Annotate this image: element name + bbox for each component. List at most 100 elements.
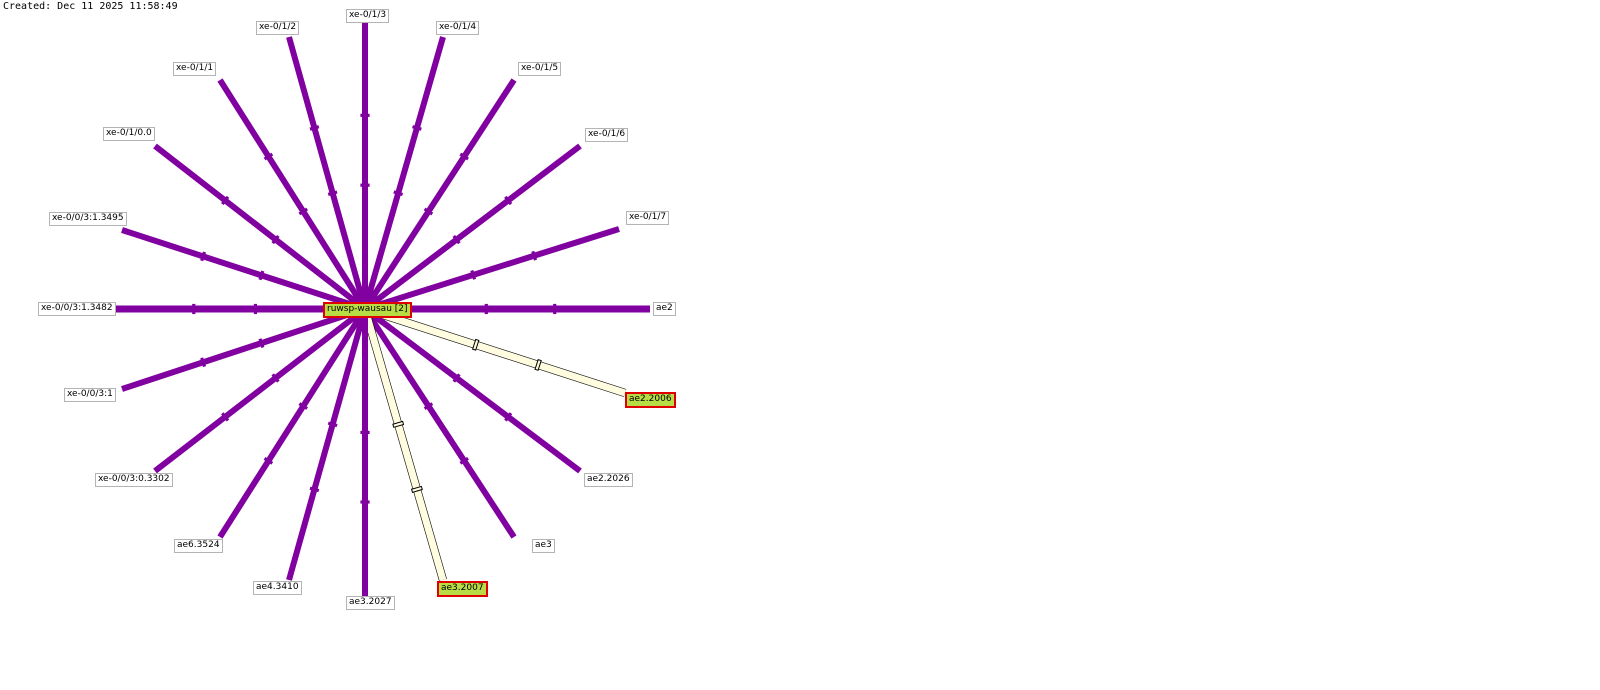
link-ae2-2006-label[interactable]: ae2.2006 xyxy=(625,392,676,408)
link-xe-0-1-4-label[interactable]: xe-0/1/4 xyxy=(436,21,480,35)
link-xe-0-1-1-line[interactable] xyxy=(217,78,368,311)
link-ae4-3410-label[interactable]: ae4.3410 xyxy=(253,581,302,595)
link-xe-0-1-1[interactable] xyxy=(217,78,368,311)
link-xe-0-0-3-1-3482[interactable] xyxy=(108,303,365,315)
link-ae3-label[interactable]: ae3 xyxy=(532,539,555,553)
link-xe-0-1-0-0-label[interactable]: xe-0/1/0.0 xyxy=(103,127,155,141)
link-xe-0-1-2-label[interactable]: xe-0/1/2 xyxy=(256,21,300,35)
link-xe-0-0-3-0-3302-label[interactable]: xe-0/0/3:0.3302 xyxy=(95,473,173,487)
link-xe-0-1-0-0[interactable] xyxy=(153,143,367,312)
link-xe-0-0-3-1-joint-1 xyxy=(258,338,265,348)
link-ae2-2006[interactable] xyxy=(363,305,627,397)
link-ae3-2007-line[interactable] xyxy=(361,308,447,581)
link-xe-0-1-6-label[interactable]: xe-0/1/6 xyxy=(585,128,629,142)
link-ae2[interactable] xyxy=(365,303,650,315)
link-xe-0-0-3-1-3495[interactable] xyxy=(121,227,366,312)
link-xe-0-1-6-line[interactable] xyxy=(363,143,582,312)
link-ae4-3410[interactable] xyxy=(286,308,368,581)
link-ae2-joint-1 xyxy=(484,303,488,315)
link-xe-0-1-7-joint-2 xyxy=(531,250,538,261)
link-ae2-label[interactable]: ae2 xyxy=(653,302,676,316)
created-timestamp: Created: Dec 11 2025 11:58:49 xyxy=(3,1,178,12)
link-xe-0-1-6[interactable] xyxy=(363,143,582,312)
link-xe-0-1-2-joint-1 xyxy=(327,190,338,196)
link-ae2-2006-joint-1 xyxy=(472,338,480,351)
link-xe-0-1-3-joint-1 xyxy=(360,183,370,187)
link-ae2-2026-label[interactable]: ae2.2026 xyxy=(584,473,633,487)
link-ae3-2027-joint-2 xyxy=(360,500,370,504)
link-ae3-2007-joint-1 xyxy=(392,420,405,428)
link-ae2-2006-joint-2 xyxy=(534,358,542,371)
link-ae3-2007-joint-2 xyxy=(410,485,423,493)
link-xe-0-1-1-joint-1 xyxy=(298,207,308,216)
link-ae4-3410-line[interactable] xyxy=(286,308,368,581)
link-xe-0-0-3-1-3495-label[interactable]: xe-0/0/3:1.3495 xyxy=(49,212,127,226)
link-xe-0-1-5-label[interactable]: xe-0/1/5 xyxy=(518,62,562,76)
link-xe-0-1-1-label[interactable]: xe-0/1/1 xyxy=(173,62,217,76)
link-ae2-joint-2 xyxy=(553,303,557,315)
link-xe-0-1-7-label[interactable]: xe-0/1/7 xyxy=(626,211,670,225)
link-ae6-3524-joint-1 xyxy=(298,402,308,410)
link-ae4-3410-joint-1 xyxy=(327,421,338,428)
link-ae2-2026[interactable] xyxy=(363,306,582,474)
link-xe-0-1-1-joint-2 xyxy=(263,152,274,161)
link-xe-0-1-2-joint-2 xyxy=(309,125,320,131)
link-ae3-2007-label[interactable]: ae3.2007 xyxy=(437,581,488,597)
link-xe-0-0-3-1-3482-joint-1 xyxy=(253,303,258,315)
link-xe-0-1-2-line[interactable] xyxy=(286,36,368,310)
link-xe-0-1-4-joint-1 xyxy=(393,190,404,197)
link-xe-0-1-7[interactable] xyxy=(364,226,620,312)
link-xe-0-0-3-1-line[interactable] xyxy=(121,306,366,392)
link-xe-0-0-3-1-3495-joint-1 xyxy=(258,270,265,281)
link-xe-0-1-4[interactable] xyxy=(362,36,446,310)
link-xe-0-0-3-0-3302-line[interactable] xyxy=(153,306,367,474)
link-xe-0-1-2[interactable] xyxy=(286,36,368,310)
link-xe-0-1-5[interactable] xyxy=(362,78,517,311)
link-ae6-3524-line[interactable] xyxy=(217,307,368,539)
link-ae3[interactable] xyxy=(362,307,517,539)
link-xe-0-1-5-joint-2 xyxy=(459,152,469,161)
link-xe-0-1-0-0-line[interactable] xyxy=(153,143,367,312)
link-ae3-2027-joint-1 xyxy=(360,430,370,434)
link-xe-0-0-3-0-3302-joint-1 xyxy=(271,373,280,383)
link-ae3-joint-1 xyxy=(423,402,434,410)
link-ae3-2027-label[interactable]: ae3.2027 xyxy=(346,596,395,610)
link-xe-0-1-7-line[interactable] xyxy=(364,226,620,312)
link-xe-0-0-3-1-joint-2 xyxy=(200,357,207,368)
link-ae6-3524-label[interactable]: ae6.3524 xyxy=(174,539,223,553)
link-xe-0-0-3-1-3482-joint-2 xyxy=(192,303,196,315)
link-xe-0-1-3-joint-2 xyxy=(360,113,370,117)
link-xe-0-1-6-joint-1 xyxy=(452,234,461,245)
link-xe-0-1-0-0-joint-1 xyxy=(271,234,280,245)
link-ae6-3524-joint-2 xyxy=(263,457,274,465)
link-xe-0-1-6-joint-2 xyxy=(504,195,513,206)
link-ae3-joint-2 xyxy=(459,456,469,465)
link-xe-0-1-5-line[interactable] xyxy=(362,78,517,311)
link-xe-0-0-3-1-3495-line[interactable] xyxy=(121,227,366,312)
link-xe-0-1-4-joint-2 xyxy=(412,125,422,131)
link-xe-0-0-3-1-3482-label[interactable]: xe-0/0/3:1.3482 xyxy=(38,302,116,316)
link-ae2-2006-line[interactable] xyxy=(363,305,627,397)
link-ae3-line[interactable] xyxy=(362,307,517,539)
link-ae2-2026-joint-1 xyxy=(452,373,461,383)
link-xe-0-1-7-joint-1 xyxy=(470,270,477,280)
link-xe-0-1-3-label[interactable]: xe-0/1/3 xyxy=(346,9,390,23)
link-xe-0-1-4-line[interactable] xyxy=(362,36,446,310)
link-xe-0-1-5-joint-1 xyxy=(423,207,434,216)
link-ae4-3410-joint-2 xyxy=(309,486,320,493)
link-xe-0-0-3-0-3302-joint-2 xyxy=(221,412,230,422)
link-xe-0-0-3-0-3302[interactable] xyxy=(153,306,367,474)
link-ae2-2026-line[interactable] xyxy=(363,306,582,474)
link-xe-0-0-3-1[interactable] xyxy=(121,306,366,392)
link-ae6-3524[interactable] xyxy=(217,307,368,539)
link-ae3-2007[interactable] xyxy=(361,307,447,582)
link-xe-0-1-0-0-joint-2 xyxy=(221,195,230,206)
center-node-label[interactable]: ruwsp-wausau [2] xyxy=(323,302,412,318)
link-xe-0-1-3[interactable] xyxy=(360,18,370,309)
link-ae3-2027[interactable] xyxy=(360,309,370,599)
links-layer xyxy=(108,18,650,599)
link-xe-0-0-3-1-3495-joint-2 xyxy=(200,251,207,262)
link-xe-0-0-3-1-label[interactable]: xe-0/0/3:1 xyxy=(64,388,116,402)
link-ae2-2026-joint-2 xyxy=(504,412,513,422)
